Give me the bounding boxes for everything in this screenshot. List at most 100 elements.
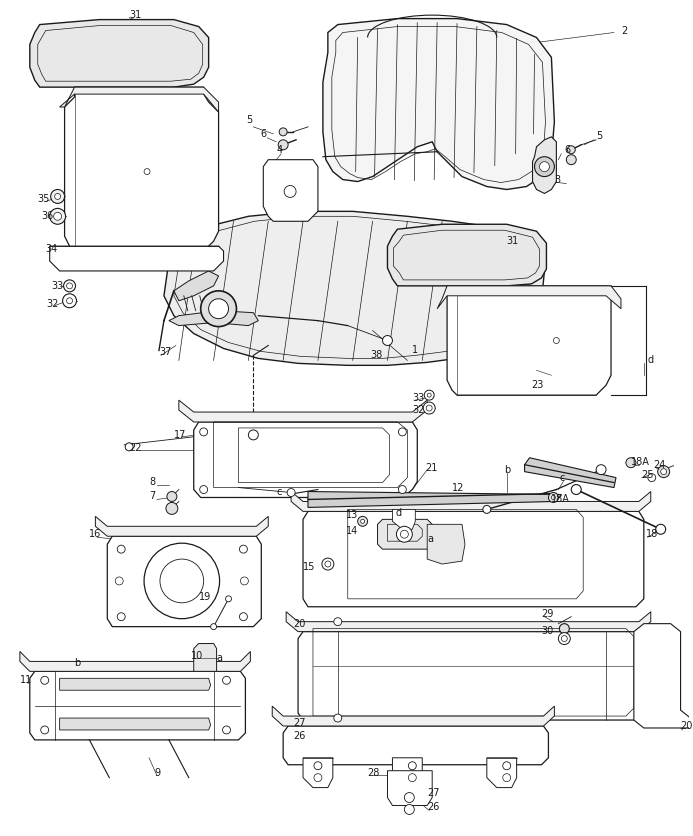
Text: 33: 33 <box>412 393 425 403</box>
Text: 38: 38 <box>371 350 383 360</box>
Polygon shape <box>291 492 651 512</box>
Circle shape <box>41 726 49 734</box>
Polygon shape <box>164 212 545 365</box>
Polygon shape <box>194 644 217 671</box>
Text: 31: 31 <box>507 236 519 246</box>
Polygon shape <box>303 757 333 788</box>
Polygon shape <box>298 632 644 720</box>
Circle shape <box>423 402 435 414</box>
Text: 27: 27 <box>427 788 440 798</box>
Text: 35: 35 <box>37 195 50 205</box>
Polygon shape <box>387 771 432 805</box>
Text: 14: 14 <box>346 527 358 536</box>
Polygon shape <box>392 757 422 788</box>
Text: 22: 22 <box>129 443 141 453</box>
Text: 16: 16 <box>89 529 102 539</box>
Polygon shape <box>532 137 556 193</box>
Circle shape <box>64 280 76 292</box>
Circle shape <box>284 186 296 197</box>
Circle shape <box>656 524 666 534</box>
Circle shape <box>160 559 204 603</box>
Text: 28: 28 <box>367 767 380 777</box>
Circle shape <box>660 469 667 475</box>
Circle shape <box>334 618 342 625</box>
Circle shape <box>648 474 656 482</box>
Text: 21: 21 <box>426 462 437 472</box>
Circle shape <box>125 443 133 451</box>
Text: c: c <box>559 472 565 482</box>
Circle shape <box>117 545 125 553</box>
Text: 32: 32 <box>46 298 59 308</box>
Polygon shape <box>169 311 258 325</box>
Circle shape <box>548 492 559 502</box>
Circle shape <box>41 676 49 685</box>
Circle shape <box>401 530 408 538</box>
Polygon shape <box>174 271 218 301</box>
Circle shape <box>209 298 229 319</box>
Text: 19: 19 <box>199 592 211 602</box>
Circle shape <box>144 169 150 175</box>
Circle shape <box>626 458 636 467</box>
Text: 13: 13 <box>346 510 358 520</box>
Circle shape <box>314 773 322 782</box>
Text: 12: 12 <box>452 482 464 492</box>
Circle shape <box>360 519 365 523</box>
Circle shape <box>201 291 236 327</box>
Circle shape <box>534 156 554 176</box>
Text: 3: 3 <box>554 175 561 185</box>
Text: 18: 18 <box>646 529 658 539</box>
Polygon shape <box>634 624 690 728</box>
Circle shape <box>53 212 62 221</box>
Circle shape <box>658 466 669 477</box>
Polygon shape <box>107 536 261 627</box>
Polygon shape <box>96 517 268 536</box>
Text: 33: 33 <box>52 281 64 291</box>
Polygon shape <box>194 422 417 497</box>
Circle shape <box>427 393 431 397</box>
Text: 20: 20 <box>293 619 306 629</box>
Circle shape <box>314 762 322 770</box>
Polygon shape <box>50 246 224 271</box>
Text: 31: 31 <box>129 10 141 19</box>
Polygon shape <box>263 160 318 222</box>
Circle shape <box>502 773 511 782</box>
Text: 5: 5 <box>247 115 253 125</box>
Circle shape <box>559 624 569 634</box>
Circle shape <box>358 517 367 527</box>
Circle shape <box>248 430 258 440</box>
Text: 30: 30 <box>541 625 554 635</box>
Text: a: a <box>217 654 222 664</box>
Text: 10: 10 <box>191 651 203 661</box>
Circle shape <box>240 577 248 585</box>
Polygon shape <box>283 726 548 765</box>
Text: 25: 25 <box>641 470 653 480</box>
Text: 18A: 18A <box>631 456 650 466</box>
Text: 34: 34 <box>46 244 58 254</box>
Text: d: d <box>648 355 654 365</box>
Polygon shape <box>303 512 644 607</box>
Circle shape <box>144 543 220 619</box>
Circle shape <box>502 762 511 770</box>
Text: 4: 4 <box>277 145 282 155</box>
Text: 18A: 18A <box>552 494 570 504</box>
Circle shape <box>596 465 606 475</box>
Polygon shape <box>486 757 517 788</box>
Text: 5: 5 <box>596 131 602 140</box>
Text: 37: 37 <box>159 348 171 358</box>
Polygon shape <box>60 678 211 691</box>
Text: d: d <box>396 508 401 518</box>
Circle shape <box>225 596 231 602</box>
Polygon shape <box>272 706 554 726</box>
Polygon shape <box>179 400 427 422</box>
Text: a: a <box>427 534 433 544</box>
Circle shape <box>222 676 231 685</box>
Circle shape <box>483 506 491 513</box>
Circle shape <box>426 405 432 411</box>
Circle shape <box>398 486 406 493</box>
Polygon shape <box>60 718 211 730</box>
Text: 26: 26 <box>293 731 306 741</box>
Circle shape <box>552 496 555 499</box>
Polygon shape <box>30 671 245 740</box>
Circle shape <box>200 428 208 436</box>
Circle shape <box>200 486 208 493</box>
